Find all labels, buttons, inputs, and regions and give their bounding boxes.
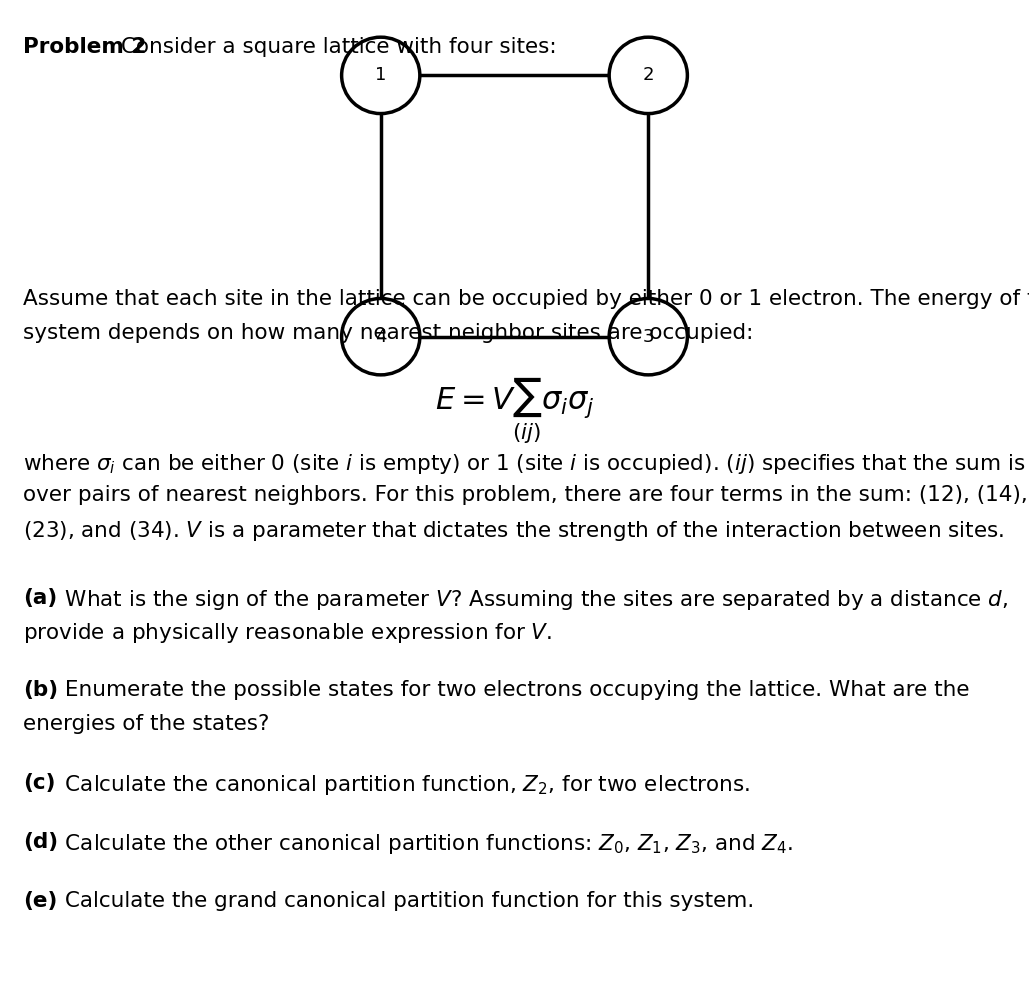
- Text: where $\sigma_i$ can be either 0 (site $i$ is empty) or 1 (site $i$ is occupied): where $\sigma_i$ can be either 0 (site $…: [23, 452, 1025, 476]
- Text: (c): (c): [23, 773, 56, 793]
- Text: 4: 4: [375, 328, 387, 346]
- Circle shape: [342, 298, 420, 375]
- Text: Calculate the other canonical partition functions: $Z_0$, $Z_1$, $Z_3$, and $Z_4: Calculate the other canonical partition …: [58, 832, 792, 856]
- Text: (23), and (34). $V$ is a parameter that dictates the strength of the interaction: (23), and (34). $V$ is a parameter that …: [23, 519, 1003, 543]
- Text: Calculate the canonical partition function, $Z_2$, for two electrons.: Calculate the canonical partition functi…: [58, 773, 749, 797]
- Circle shape: [609, 37, 687, 114]
- Text: Calculate the grand canonical partition function for this system.: Calculate the grand canonical partition …: [58, 891, 754, 912]
- Text: Assume that each site in the lattice can be occupied by either 0 or 1 electron. : Assume that each site in the lattice can…: [23, 289, 1029, 310]
- Circle shape: [342, 37, 420, 114]
- Circle shape: [609, 298, 687, 375]
- Text: over pairs of nearest neighbors. For this problem, there are four terms in the s: over pairs of nearest neighbors. For thi…: [23, 485, 1027, 506]
- Text: (a): (a): [23, 588, 57, 608]
- Text: (b): (b): [23, 680, 58, 700]
- Text: $E = V \sum_{(ij)} \sigma_i\sigma_j$: $E = V \sum_{(ij)} \sigma_i\sigma_j$: [435, 376, 594, 446]
- Text: 2: 2: [642, 66, 654, 84]
- Text: Enumerate the possible states for two electrons occupying the lattice. What are : Enumerate the possible states for two el…: [58, 680, 969, 700]
- Text: 1: 1: [375, 66, 387, 84]
- Text: Consider a square lattice with four sites:: Consider a square lattice with four site…: [114, 37, 557, 57]
- Text: energies of the states?: energies of the states?: [23, 714, 269, 734]
- Text: provide a physically reasonable expression for $V$.: provide a physically reasonable expressi…: [23, 621, 552, 645]
- Text: 3: 3: [642, 328, 654, 346]
- Text: system depends on how many nearest neighbor sites are occupied:: system depends on how many nearest neigh…: [23, 323, 753, 343]
- Text: (e): (e): [23, 891, 57, 912]
- Text: What is the sign of the parameter $V$? Assuming the sites are separated by a dis: What is the sign of the parameter $V$? A…: [58, 588, 1008, 612]
- Text: (d): (d): [23, 832, 58, 852]
- Text: Problem 2: Problem 2: [23, 37, 146, 57]
